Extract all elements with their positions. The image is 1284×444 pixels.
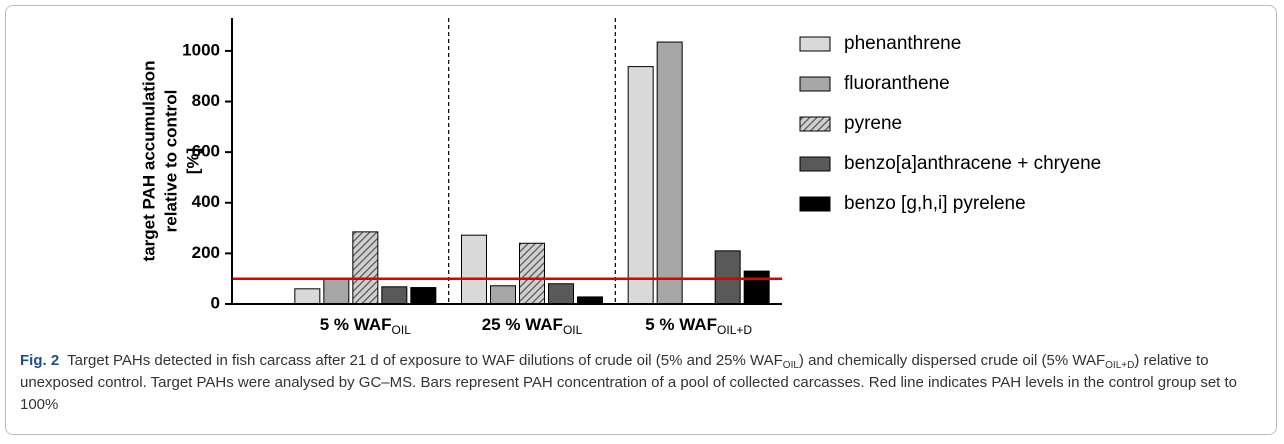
caption-subscript: OIL: [782, 360, 799, 371]
y-tick-label: 1000: [182, 40, 220, 59]
caption-text: ) and chemically dispersed crude oil (5%…: [798, 352, 1106, 369]
bar: [656, 41, 683, 305]
bar: [381, 286, 408, 305]
bar: [352, 231, 379, 305]
legend-label: phenanthrene: [844, 33, 961, 54]
legend-label: benzo[a]anthracene + chryene: [844, 153, 1101, 174]
bar: [519, 242, 545, 305]
figure-caption: Fig. 2 Target PAHs detected in fish carca…: [20, 350, 1265, 416]
x-tick-text: 25 % WAF: [482, 315, 563, 334]
legend-label: benzo [g,h,i] pyrelene: [844, 193, 1026, 214]
bar: [548, 283, 574, 305]
legend-swatch: [799, 196, 831, 212]
bar: [410, 287, 437, 305]
y-tick-label: 600: [192, 142, 220, 161]
x-tick-text: 5 % WAF: [645, 315, 717, 334]
caption-subscript: OIL+D: [1105, 360, 1135, 371]
bar: [461, 234, 487, 305]
y-axis-label: relative to control: [161, 90, 180, 233]
bar: [323, 278, 350, 305]
legend-swatch: [799, 36, 831, 52]
bar: [743, 270, 770, 305]
legend-swatch: [799, 116, 831, 132]
y-tick-label: 0: [211, 293, 220, 312]
chart: target PAH accumulation relative to contr…: [139, 18, 1101, 337]
x-tick-label: 5 % WAFOIL+D: [645, 315, 752, 337]
y-axis-label: [%]: [183, 148, 202, 174]
legend-label: pyrene: [844, 113, 902, 134]
x-tick-label: 5 % WAFOIL: [320, 315, 411, 337]
legend-label: fluoranthene: [844, 73, 950, 94]
caption-text: ) relative to unexposed control. Target …: [20, 352, 1238, 413]
figure-frame: [5, 5, 1277, 435]
y-tick-label: 200: [192, 243, 220, 262]
caption-label: Fig. 2: [20, 352, 60, 369]
caption-text: Target PAHs detected in fish carcass aft…: [67, 352, 783, 369]
y-tick-label: 400: [192, 192, 220, 211]
legend-swatch: [799, 76, 831, 92]
y-axis-label: target PAH accumulation: [139, 61, 158, 262]
y-tick-label: 800: [192, 91, 220, 110]
x-tick-label: 25 % WAFOIL: [482, 315, 583, 337]
bar: [577, 296, 603, 305]
x-tick-text: 5 % WAF: [320, 315, 392, 334]
bar: [627, 66, 654, 305]
x-tick-subscript: OIL: [563, 323, 583, 337]
x-tick-subscript: OIL: [392, 323, 412, 337]
x-tick-subscript: OIL+D: [717, 323, 752, 337]
bar: [490, 285, 516, 305]
bar: [294, 288, 321, 305]
legend-swatch: [799, 156, 831, 172]
bar: [714, 250, 741, 305]
